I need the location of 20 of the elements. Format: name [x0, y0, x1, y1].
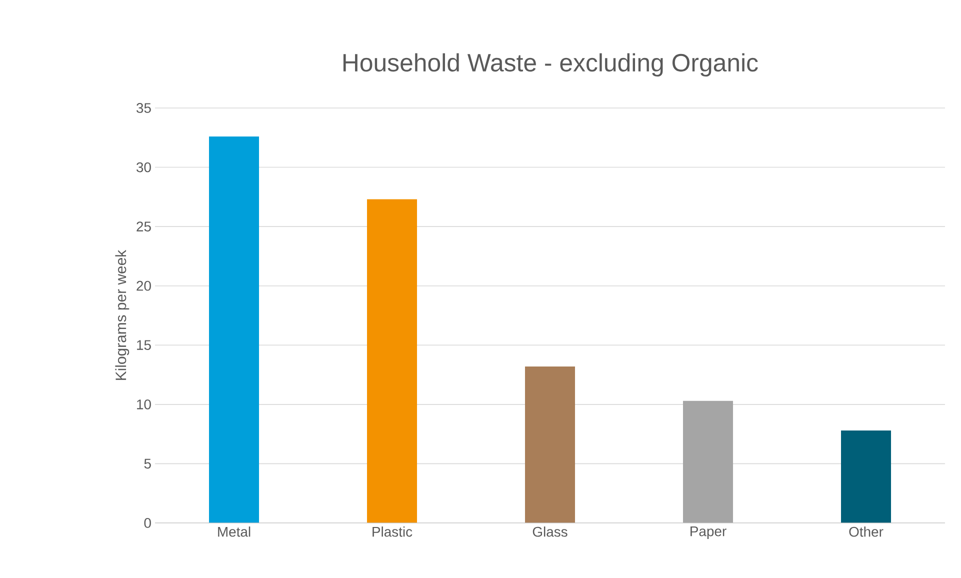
x-tick-label: Other	[849, 526, 884, 537]
x-tick-label: Glass	[532, 526, 568, 537]
bar	[367, 199, 418, 523]
y-axis-title: Kilograms per week	[115, 250, 130, 380]
y-tick-label: 35	[136, 103, 151, 113]
x-tick-label: Plastic	[372, 526, 412, 537]
bar	[841, 430, 892, 523]
y-tick-label: 5	[144, 458, 151, 469]
x-tick-label: Paper	[690, 526, 726, 539]
y-tick-label: 10	[137, 399, 151, 410]
y-tick-label: 15	[137, 340, 151, 350]
y-tick-label: 20	[136, 280, 151, 291]
x-tick-label: Metal	[218, 526, 250, 537]
bar	[525, 366, 576, 523]
bar	[683, 400, 734, 523]
chart-title: Household Waste - excluding Organic	[343, 53, 758, 76]
y-tick-label: 0	[144, 518, 151, 528]
bar	[209, 136, 260, 523]
y-tick-label: 25	[136, 222, 151, 232]
y-tick-label: 30	[136, 162, 151, 172]
